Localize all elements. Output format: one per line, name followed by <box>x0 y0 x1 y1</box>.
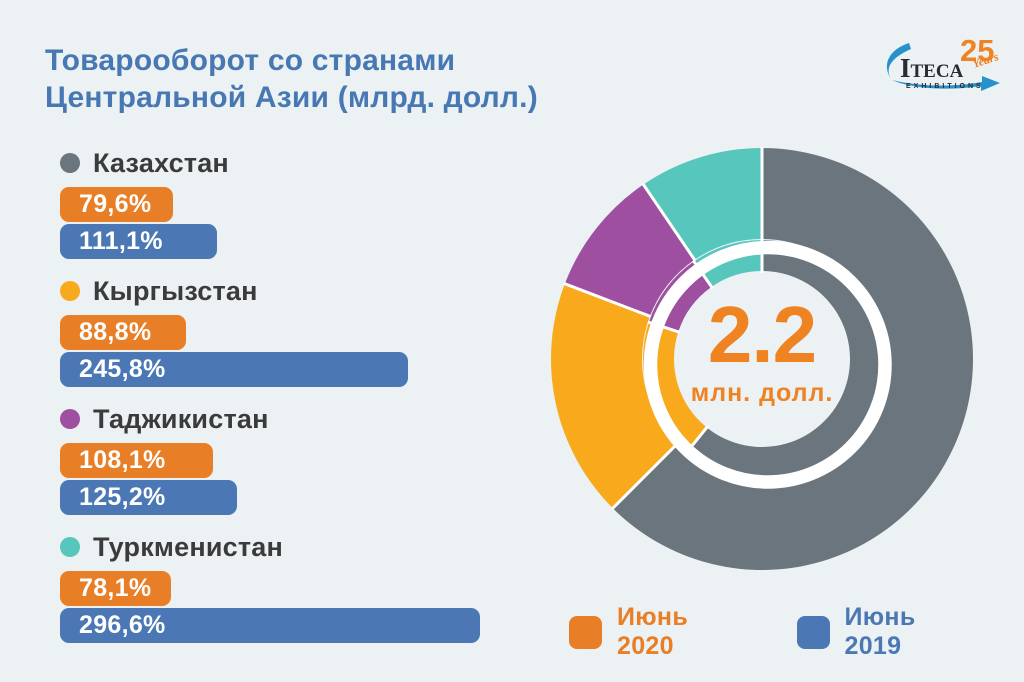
page-title: Товарооборот со странами Центральной Ази… <box>45 42 538 116</box>
country-dot-icon <box>60 537 80 557</box>
legend-swatch-icon <box>569 615 602 649</box>
country-section: Казахстан 79,6% 111,1% <box>60 148 530 259</box>
donut-white-ring <box>643 240 892 489</box>
donut-rings <box>551 147 973 570</box>
bar-june-2020: 108,1% <box>60 443 213 478</box>
bar-value-label: 125,2% <box>79 483 166 511</box>
country-name: Казахстан <box>93 147 229 178</box>
legend-label: Июнь 2020 <box>617 603 688 660</box>
country-dot-icon <box>60 409 80 429</box>
bar-june-2020: 88,8% <box>60 315 186 350</box>
page-title-line-2: Центральной Азии (млрд. долл.) <box>45 81 538 114</box>
donut-inner-segment-2 <box>643 322 707 452</box>
logo-wordmark: Iteca <box>900 53 964 83</box>
logo-swoosh-crescent-icon <box>886 43 911 79</box>
country-section: Кыргызстан 88,8% 245,8% <box>60 276 530 387</box>
donut-segment-separator <box>611 441 680 510</box>
legend-swatch-icon <box>796 615 830 649</box>
country-header: Таджикистан <box>60 404 530 434</box>
legend-label: Июнь 2019 <box>844 603 916 660</box>
bar-june-2020: 79,6% <box>60 187 173 222</box>
donut-segment-separator <box>563 282 653 319</box>
donut-outer-segment-2 <box>551 283 678 509</box>
country-name: Туркменистан <box>93 531 283 562</box>
donut-outer-segment-4 <box>643 148 762 260</box>
bar-value-label: 88,8% <box>79 318 152 346</box>
country-header: Туркменистан <box>60 532 530 562</box>
logo-years-number: 25 <box>960 33 994 68</box>
legend-item-june-2019: Июнь 2019 <box>796 603 963 661</box>
country-header: Казахстан <box>60 148 530 178</box>
bar-june-2019: 125,2% <box>60 480 237 515</box>
page-title-line-1: Товарооборот со странами <box>45 44 456 77</box>
country-name: Кыргызстан <box>93 275 258 306</box>
bar-value-label: 111,1% <box>79 227 163 255</box>
bar-june-2019: 111,1% <box>60 224 217 259</box>
countries-panel: Казахстан 79,6% 111,1% Кыргызстан 88,8% 245,8… <box>60 148 530 660</box>
country-dot-icon <box>60 153 80 173</box>
bar-value-label: 245,8% <box>79 355 166 383</box>
donut-chart: 2.2 млн. долл. <box>548 145 976 573</box>
iteca-logo-graphic: 25 Years Iteca EXHIBITIONS <box>886 33 1001 91</box>
bar-june-2019: 296,6% <box>60 608 480 643</box>
country-section: Туркменистан 78,1% 296,6% <box>60 532 530 643</box>
bar-june-2019: 245,8% <box>60 352 408 387</box>
iteca-logo: 25 Years Iteca EXHIBITIONS <box>878 28 1008 96</box>
country-name: Таджикистан <box>93 403 269 434</box>
country-section: Таджикистан 108,1% 125,2% <box>60 404 530 515</box>
donut-inner-segment-1 <box>687 240 881 478</box>
donut-outer-segment-3 <box>564 184 695 317</box>
bar-value-label: 78,1% <box>79 574 152 602</box>
chart-legend: Июнь 2020 Июнь 2019 <box>569 603 1024 661</box>
bar-june-2020: 78,1% <box>60 571 171 606</box>
logo-subtitle: EXHIBITIONS <box>906 83 984 90</box>
country-header: Кыргызстан <box>60 276 530 306</box>
bar-value-label: 108,1% <box>79 446 166 474</box>
donut-segment-separator <box>641 182 697 263</box>
logo-swoosh-arrow-icon <box>892 76 1000 91</box>
legend-item-june-2020: Июнь 2020 <box>569 603 735 661</box>
bar-value-label: 296,6% <box>79 611 166 639</box>
country-dot-icon <box>60 281 80 301</box>
bar-value-label: 79,6% <box>79 190 152 218</box>
